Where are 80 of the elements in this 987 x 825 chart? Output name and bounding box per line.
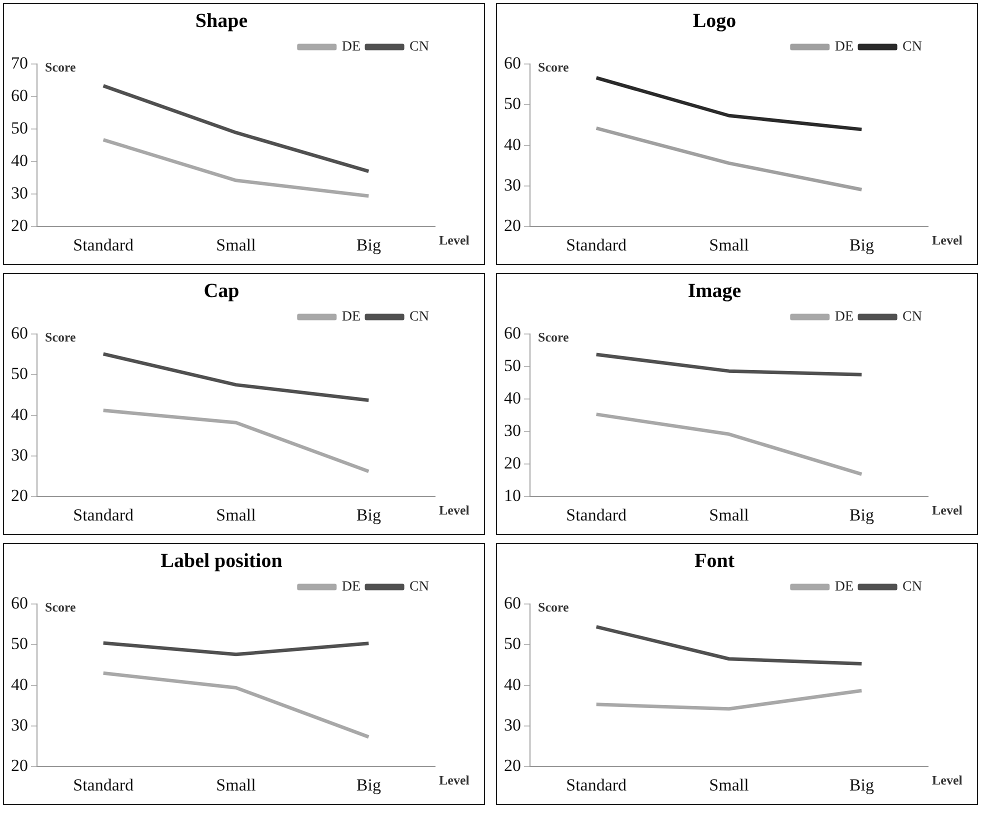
y-tick-label: 60 [11, 323, 28, 342]
legend-label: DE [834, 40, 854, 55]
y-tick-label: 60 [11, 86, 28, 105]
x-tick-label: Standard [566, 235, 628, 254]
y-tick-label: 30 [11, 184, 28, 203]
x-tick-label: Standard [566, 775, 628, 794]
y-tick-label: 40 [11, 404, 28, 424]
x-tick-label: Big [356, 505, 382, 524]
y-tick-label: 50 [504, 94, 521, 114]
y-axis-title: Score [538, 599, 570, 614]
y-tick-label: 60 [11, 593, 28, 612]
y-tick-label: 20 [11, 756, 28, 776]
y-tick-label: 20 [504, 454, 521, 473]
y-tick-label: 10 [504, 486, 521, 506]
y-tick-label: 60 [504, 323, 521, 342]
y-axis-title: Score [538, 59, 570, 74]
y-tick-label: 40 [504, 134, 521, 154]
y-tick-label: 40 [504, 388, 521, 408]
legend-label: DE [834, 310, 854, 325]
y-tick-label: 50 [504, 634, 521, 654]
x-axis-title: Level [932, 772, 963, 788]
legend-label: DE [342, 40, 361, 55]
x-tick-label: Small [216, 505, 256, 524]
x-tick-label: Small [709, 505, 750, 524]
x-tick-label: Big [849, 235, 874, 254]
x-tick-label: Standard [73, 775, 134, 794]
y-tick-label: 20 [11, 216, 28, 236]
x-tick-label: Standard [73, 235, 134, 254]
x-tick-label: Small [216, 235, 256, 254]
legend-label: DE [342, 310, 361, 325]
chart-title: Cap [204, 280, 240, 302]
y-tick-label: 70 [11, 53, 28, 72]
legend-label: DE [834, 580, 854, 595]
chart-title: Shape [195, 10, 248, 32]
y-axis-title: Score [45, 59, 76, 74]
x-axis-title: Level [932, 232, 963, 248]
y-tick-label: 30 [504, 175, 521, 194]
y-tick-label: 30 [11, 715, 28, 734]
x-axis-title: Level [439, 232, 470, 248]
y-tick-label: 20 [504, 216, 521, 236]
y-tick-label: 20 [504, 756, 521, 776]
y-axis-title: Score [538, 329, 570, 344]
legend-label: DE [342, 580, 361, 595]
x-tick-label: Standard [73, 505, 134, 524]
y-tick-label: 20 [11, 486, 28, 506]
x-axis-title: Level [439, 772, 470, 788]
y-tick-label: 30 [11, 445, 28, 464]
x-tick-label: Small [216, 775, 256, 794]
y-tick-label: 60 [504, 53, 521, 72]
x-tick-label: Small [709, 235, 750, 254]
x-tick-label: Big [356, 775, 382, 794]
legend-label: CN [410, 580, 430, 595]
x-tick-label: Big [356, 235, 382, 254]
x-axis-title: Level [932, 502, 963, 518]
y-tick-label: 40 [504, 674, 521, 694]
y-tick-label: 50 [11, 364, 28, 384]
x-tick-label: Big [849, 505, 874, 524]
legend-label: CN [410, 40, 430, 55]
y-axis-title: Score [45, 329, 76, 344]
legend-label: CN [902, 310, 922, 325]
legend-label: CN [410, 310, 430, 325]
legend-label: CN [902, 580, 922, 595]
y-tick-label: 40 [11, 151, 28, 170]
x-tick-label: Big [849, 775, 874, 794]
chart-title: Font [694, 550, 735, 572]
y-tick-label: 40 [11, 674, 28, 694]
x-tick-label: Small [709, 775, 750, 794]
x-axis-title: Level [439, 502, 470, 518]
y-tick-label: 60 [504, 593, 521, 612]
y-tick-label: 50 [11, 118, 28, 138]
chart-title: Label position [160, 550, 282, 572]
y-axis-title: Score [45, 599, 76, 614]
x-tick-label: Standard [566, 505, 628, 524]
y-tick-label: 50 [11, 634, 28, 654]
y-tick-label: 50 [504, 356, 521, 375]
y-tick-label: 30 [504, 421, 521, 440]
chart-title: Logo [692, 10, 736, 32]
y-tick-label: 30 [504, 715, 521, 734]
chart-title: Image [688, 280, 742, 302]
legend-label: CN [902, 40, 922, 55]
